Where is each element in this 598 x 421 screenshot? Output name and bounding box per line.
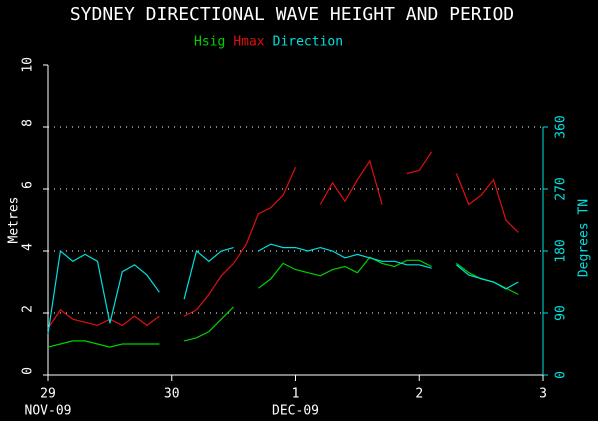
y-axis-label: Metres — [7, 197, 22, 244]
legend-entry: Direction — [273, 35, 343, 50]
x-tick-label: 2 — [415, 387, 423, 402]
x-tick-label: 1 — [292, 387, 300, 402]
y2-tick-label: 180 — [554, 239, 569, 262]
series-line — [47, 151, 519, 329]
y-tick-label: 6 — [21, 181, 36, 189]
x-group-label: NOV-09 — [25, 404, 72, 419]
y-tick-label: 2 — [21, 305, 36, 313]
x-group-label: DEC-09 — [272, 404, 319, 419]
y2-tick-label: 360 — [554, 115, 569, 138]
chart-title: SYDNEY DIRECTIONAL WAVE HEIGHT AND PERIO… — [70, 4, 514, 25]
x-tick-label: 30 — [164, 387, 180, 402]
y2-axis-label: Degrees TN — [577, 199, 592, 277]
y-tick-label: 4 — [21, 243, 36, 251]
y2-tick-label: 0 — [554, 371, 569, 379]
x-tick-label: 3 — [539, 387, 547, 402]
legend: Hsig Hmax Direction — [194, 35, 343, 50]
x-tick-label: 29 — [40, 387, 56, 402]
y2-tick-label: 90 — [554, 305, 569, 321]
legend-entry: Hsig — [194, 35, 225, 50]
series-line — [47, 243, 519, 334]
y-tick-label: 0 — [21, 367, 36, 375]
y2-tick-label: 270 — [554, 177, 569, 200]
series-line — [47, 256, 519, 348]
y-tick-label: 10 — [21, 57, 36, 73]
y-tick-label: 8 — [21, 119, 36, 127]
legend-entry: Hmax — [233, 35, 264, 50]
